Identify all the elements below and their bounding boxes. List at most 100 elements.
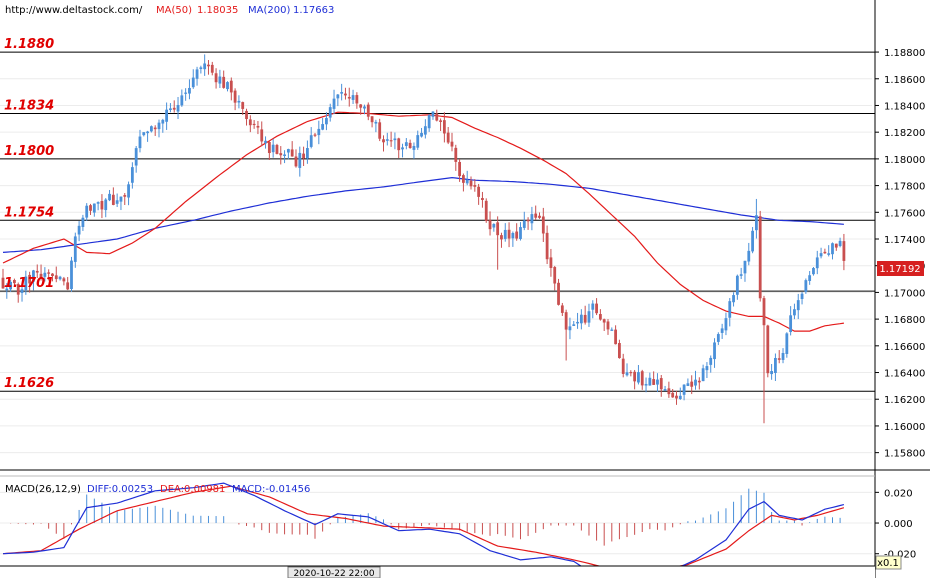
candle-bearish xyxy=(659,374,663,397)
candle-bullish xyxy=(306,140,309,164)
price-tick-label: 1.16200 xyxy=(884,395,925,406)
candle-bearish xyxy=(541,207,545,243)
candle-bullish xyxy=(511,231,515,247)
candle-bullish xyxy=(24,270,28,295)
ma200-legend-value: 1.17663 xyxy=(293,5,334,16)
candle-bullish xyxy=(218,69,222,88)
candle-bearish xyxy=(256,121,260,135)
macd-diff-line xyxy=(2,482,845,578)
candle-bearish xyxy=(378,118,382,142)
current-price-value: 1.17192 xyxy=(879,264,920,275)
time-cursor-label: 2020-10-22 22:00 xyxy=(293,569,374,578)
candle-bearish xyxy=(454,144,458,171)
candle-bearish xyxy=(51,273,54,282)
candle-bearish xyxy=(560,302,564,316)
candle-bearish xyxy=(229,77,233,101)
candle-bullish xyxy=(747,242,751,266)
candle-bearish xyxy=(359,104,363,115)
candle-bearish xyxy=(66,277,70,291)
candle-bearish xyxy=(583,305,587,325)
candle-bearish xyxy=(595,298,598,316)
level-label: 1.1754 xyxy=(4,205,54,220)
candle-bullish xyxy=(465,170,469,186)
candle-bullish xyxy=(754,198,758,239)
candle-bearish xyxy=(397,137,401,159)
price-tick-label: 1.18200 xyxy=(884,128,925,139)
candle-bullish xyxy=(237,95,241,109)
candle-bearish xyxy=(252,120,256,129)
macd-diff-label: DIFF:0.00253 xyxy=(87,484,153,495)
price-tick-label: 1.18800 xyxy=(884,48,925,59)
candle-bearish xyxy=(442,112,446,143)
candle-bearish xyxy=(564,309,568,361)
candle-bearish xyxy=(172,100,176,113)
candle-bearish xyxy=(39,264,43,281)
ma200-legend-label: MA(200) xyxy=(248,5,290,16)
candle-bullish xyxy=(682,384,686,401)
candle-bullish xyxy=(191,69,195,89)
candle-bearish xyxy=(557,278,560,306)
candle-bullish xyxy=(713,338,716,368)
candle-bearish xyxy=(629,370,633,377)
candle-bearish xyxy=(313,132,317,138)
candle-bearish xyxy=(477,183,481,205)
candle-bullish xyxy=(637,365,640,385)
candle-bearish xyxy=(500,232,503,248)
candle-bearish xyxy=(28,271,32,293)
candle-bearish xyxy=(435,109,439,122)
price-tick-label: 1.18600 xyxy=(884,75,925,86)
candle-bullish xyxy=(169,103,172,113)
candle-bullish xyxy=(104,198,108,218)
candle-bearish xyxy=(633,369,637,390)
candle-bullish xyxy=(283,150,286,164)
candle-bearish xyxy=(408,139,412,149)
candle-bearish xyxy=(526,217,530,230)
candle-bullish xyxy=(401,143,404,158)
level-label: 1.1834 xyxy=(4,98,54,113)
candle-bullish xyxy=(694,370,697,390)
candle-bearish xyxy=(446,126,450,145)
candle-bearish xyxy=(507,222,511,248)
candle-bullish xyxy=(176,96,180,119)
ma50-legend-label: MA(50) xyxy=(156,5,192,16)
candle-bullish xyxy=(519,222,522,241)
candle-bullish xyxy=(591,300,595,319)
candle-bullish xyxy=(180,89,184,107)
candle-bearish xyxy=(777,350,781,364)
candle-bearish xyxy=(382,135,385,152)
candle-bullish xyxy=(492,223,496,232)
chart-legend: http://www.deltastock.com/ MA(50) 1.1803… xyxy=(5,5,334,16)
macd-scale-badge[interactable]: x0.1 xyxy=(875,555,902,570)
candle-bearish xyxy=(621,353,625,378)
candle-bullish xyxy=(572,320,576,327)
candle-bearish xyxy=(245,108,248,126)
price-tick-label: 1.15800 xyxy=(884,449,925,460)
candle-bullish xyxy=(58,275,62,281)
candle-bullish xyxy=(423,119,427,139)
candle-bearish xyxy=(153,125,157,136)
candle-bullish xyxy=(793,303,796,320)
candle-bullish xyxy=(686,378,690,387)
level-label: 1.1626 xyxy=(4,376,54,391)
candle-bullish xyxy=(165,102,169,130)
candle-bearish xyxy=(458,158,461,182)
candle-bearish xyxy=(241,101,245,115)
time-cursor-box xyxy=(287,566,381,578)
candle-bearish xyxy=(823,248,827,254)
candle-bearish xyxy=(667,381,671,398)
candle-bullish xyxy=(336,94,340,107)
candle-bearish xyxy=(842,233,846,271)
candle-bearish xyxy=(389,131,393,147)
candle-bullish xyxy=(576,312,579,329)
candle-bullish xyxy=(644,377,648,393)
candle-bullish xyxy=(203,54,207,76)
candle-bearish xyxy=(484,198,488,223)
macd-value-label: MACD:-0.01456 xyxy=(232,484,310,495)
candle-bullish xyxy=(321,117,325,131)
candle-bearish xyxy=(496,216,500,270)
macd-axis[interactable]: 0.020 0.000 -0.020 xyxy=(875,488,916,561)
candle-bullish xyxy=(781,348,785,364)
candle-bearish xyxy=(214,68,218,89)
time-axis: 2020-10-22 22:00 xyxy=(0,565,875,578)
candle-bullish xyxy=(785,332,789,358)
